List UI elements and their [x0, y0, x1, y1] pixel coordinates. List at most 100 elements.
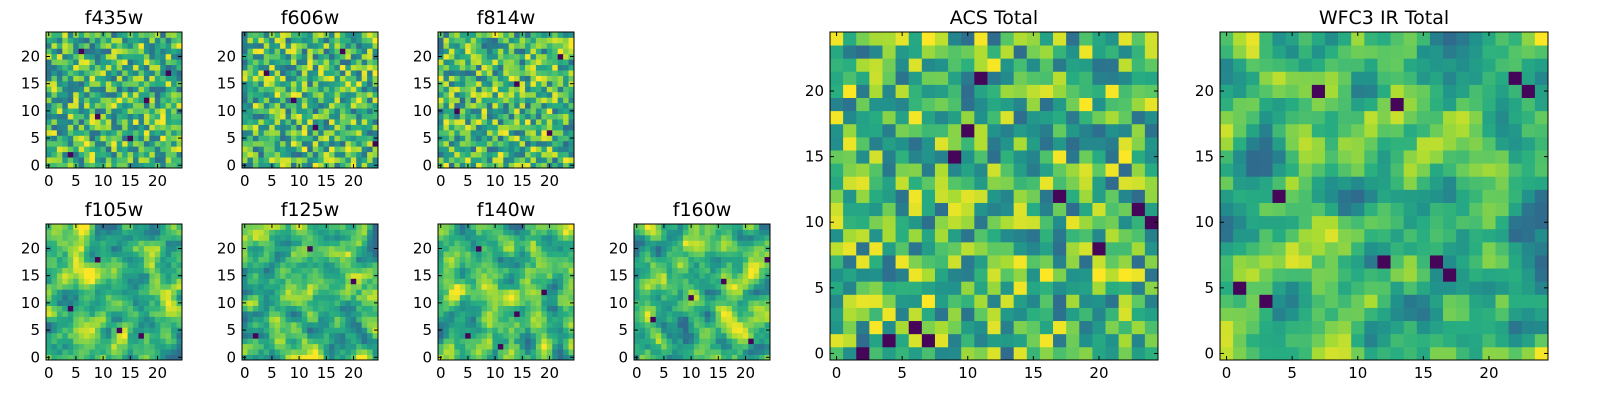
heatmap-cell [677, 234, 684, 241]
heatmap-cell [312, 332, 319, 339]
heatmap-cell [465, 332, 472, 339]
heatmap-cell [329, 278, 335, 285]
heatmap-cell [296, 338, 303, 345]
heatmap-cell [318, 229, 324, 236]
heatmap-cell [541, 129, 548, 136]
heatmap-cell [116, 278, 123, 285]
heatmap-cell [133, 338, 139, 345]
heatmap-cell [1000, 294, 1015, 308]
heatmap-cell [280, 119, 286, 125]
heatmap-cell [122, 32, 128, 38]
heatmap-cell [497, 64, 504, 71]
heatmap-cell [731, 354, 738, 361]
heatmap-cell [497, 80, 504, 87]
heatmap-cell [176, 146, 183, 153]
heatmap-cell [133, 97, 139, 104]
heatmap-cell [290, 64, 297, 71]
heatmap-cell [454, 146, 461, 153]
heatmap-cell [1131, 189, 1146, 203]
heatmap-cell [438, 321, 444, 328]
heatmap-cell [94, 267, 101, 274]
heatmap-cell [318, 59, 324, 66]
heatmap-cell [530, 75, 537, 82]
heatmap-cell [296, 283, 303, 290]
heatmap-cell [149, 75, 156, 82]
heatmap-cell [644, 283, 651, 290]
heatmap-cell [73, 267, 80, 274]
heatmap-cell [73, 124, 80, 131]
heatmap-cell [171, 102, 177, 109]
heatmap-cell [176, 343, 183, 350]
heatmap-cell [514, 102, 520, 109]
heatmap-cell [1144, 346, 1159, 361]
heatmap-cell [290, 256, 297, 263]
heatmap-cell [318, 327, 324, 334]
heatmap-cell [677, 278, 684, 285]
heatmap-cell [974, 189, 988, 203]
heatmap-cell [372, 240, 379, 247]
heatmap-cell [1039, 294, 1054, 308]
heatmap-cell [67, 48, 74, 55]
heatmap-cell [948, 255, 962, 269]
heatmap-cell [843, 150, 857, 164]
heatmap-cell [448, 229, 455, 236]
heatmap-cell [492, 316, 499, 323]
y-tick-label: 20 [217, 47, 236, 65]
heatmap-cell [546, 327, 553, 334]
heatmap-cell [122, 245, 128, 252]
heatmap-cell [176, 240, 183, 247]
heatmap-cell [476, 327, 482, 334]
heatmap-cell [655, 283, 662, 290]
heatmap-cell [334, 97, 341, 104]
heatmap-cell [51, 80, 58, 87]
heatmap-cell [742, 256, 749, 263]
heatmap-cell [465, 283, 472, 290]
heatmap-cell [280, 70, 286, 76]
heatmap-cell [1144, 215, 1159, 230]
heatmap-cell [100, 316, 107, 323]
heatmap-cell [285, 267, 292, 274]
heatmap-cell [372, 64, 379, 71]
heatmap-cell [688, 234, 695, 241]
heatmap-cell [726, 234, 733, 241]
heatmap-cell [133, 48, 139, 55]
heatmap-cell [492, 48, 499, 55]
heatmap-cell [73, 86, 80, 93]
heatmap-cell [644, 305, 651, 312]
heatmap-cell [67, 42, 74, 49]
heatmap-cell [339, 305, 346, 312]
heatmap-cell [56, 119, 63, 125]
heatmap-cell [165, 343, 172, 350]
heatmap-cell [1013, 215, 1028, 230]
heatmap-cell [258, 349, 265, 355]
heatmap-cell [280, 354, 286, 361]
heatmap-cell [100, 102, 107, 109]
heatmap-cell [176, 129, 183, 136]
heatmap-cell [568, 91, 575, 98]
heatmap-cell [242, 289, 248, 296]
heatmap-cell [345, 224, 352, 230]
heatmap-cell [111, 305, 118, 312]
heatmap-cell [568, 151, 575, 158]
heatmap-cell [546, 256, 553, 263]
heatmap-cell [105, 53, 112, 60]
heatmap-cell [682, 321, 689, 328]
heatmap-cell [138, 289, 145, 296]
heatmap-cell [274, 70, 281, 76]
heatmap-cell [56, 42, 63, 49]
heatmap-cell [290, 229, 297, 236]
heatmap-cell [470, 86, 477, 93]
heatmap-cell [84, 59, 90, 66]
heatmap-cell [661, 294, 668, 301]
heatmap-cell [46, 124, 52, 131]
heatmap-cell [133, 86, 139, 93]
heatmap-cell [492, 272, 499, 279]
heatmap-cell [307, 70, 314, 76]
heatmap-cell [94, 305, 101, 312]
heatmap-cell [710, 283, 716, 290]
heatmap-cell [443, 140, 450, 147]
heatmap-cell [1000, 307, 1015, 322]
heatmap-cell [247, 48, 254, 55]
heatmap-cell [323, 289, 330, 296]
heatmap-cell [56, 135, 63, 142]
